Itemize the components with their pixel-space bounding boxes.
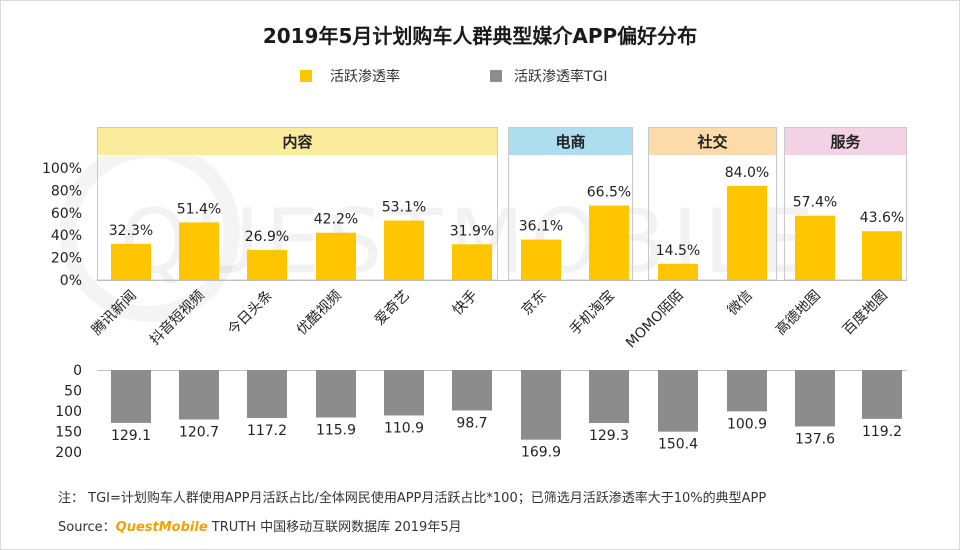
penetration-value-label: 42.2% xyxy=(314,212,358,228)
tgi-value-label: 120.7 xyxy=(179,424,219,440)
penetration-value-label: 14.5% xyxy=(656,243,700,259)
penetration-bar xyxy=(111,243,151,280)
penetration-value-label: 66.5% xyxy=(587,185,631,201)
top-axis-tick-label: 20% xyxy=(51,251,82,267)
legend-label-2: 活跃渗透率TGI xyxy=(514,68,608,85)
category-label: 手机淘宝 xyxy=(567,288,618,339)
tgi-value-label: 129.3 xyxy=(589,428,629,444)
group-label-3: 社交 xyxy=(696,133,727,151)
penetration-value-label: 53.1% xyxy=(382,200,426,216)
footnote: 注： TGI=计划购车人群使用APP月活跃占比/全体网民使用APP月活跃占比*1… xyxy=(58,491,767,506)
chart-title: 2019年5月计划购车人群典型媒介APP偏好分布 xyxy=(262,24,698,48)
source-prefix: Source： xyxy=(58,520,116,535)
legend-swatch-2 xyxy=(490,70,502,82)
group-label-4: 服务 xyxy=(830,133,861,151)
penetration-value-label: 26.9% xyxy=(245,229,289,245)
penetration-bar xyxy=(727,185,767,280)
tgi-bar xyxy=(727,370,767,412)
source-brand: QuestMobile xyxy=(115,520,208,535)
penetration-bar xyxy=(179,222,219,280)
tgi-bar xyxy=(384,370,424,416)
top-axis-tick-label: 80% xyxy=(51,183,82,199)
legend-label-1: 活跃渗透率 xyxy=(330,68,400,85)
tgi-value-label: 100.9 xyxy=(727,416,767,432)
tgi-value-label: 117.2 xyxy=(247,423,287,439)
category-label: 高德地图 xyxy=(772,287,824,339)
top-axis-tick-label: 40% xyxy=(51,228,82,244)
bottom-axis-tick-label: 200 xyxy=(55,445,82,461)
penetration-value-label: 36.1% xyxy=(519,219,563,235)
penetration-bar xyxy=(589,205,629,280)
penetration-value-label: 84.0% xyxy=(725,165,769,181)
tgi-bar xyxy=(247,370,287,419)
tgi-bar xyxy=(179,370,219,420)
bottom-axis-tick-label: 100 xyxy=(55,404,82,420)
tgi-bar xyxy=(658,370,698,432)
penetration-bar xyxy=(521,239,561,280)
tgi-bar xyxy=(316,370,356,418)
source-line: Source：QuestMobile TRUTH 中国移动互联网数据库 2019… xyxy=(58,516,462,535)
top-axis-tick-label: 0% xyxy=(60,273,82,289)
tgi-bar xyxy=(795,370,835,427)
tgi-bar xyxy=(521,370,561,440)
penetration-bar xyxy=(247,249,287,280)
penetration-value-label: 43.6% xyxy=(860,210,904,226)
bottom-axis-tick-label: 0 xyxy=(73,363,82,379)
category-label: 今日头条 xyxy=(224,287,276,339)
penetration-bar xyxy=(658,263,698,280)
category-label: 百度地图 xyxy=(840,288,891,339)
category-label: 爱奇艺 xyxy=(371,287,413,329)
legend-swatch-1 xyxy=(300,70,312,82)
tgi-bar xyxy=(111,370,151,423)
bottom-axis-tick-label: 150 xyxy=(55,425,82,441)
tgi-value-label: 169.9 xyxy=(521,445,561,461)
tgi-value-label: 129.1 xyxy=(111,428,151,444)
tgi-value-label: 137.6 xyxy=(795,431,835,447)
penetration-value-label: 31.9% xyxy=(450,223,494,239)
group-header-3 xyxy=(648,127,777,155)
group-header-4 xyxy=(784,127,907,155)
category-label: 优酷视频 xyxy=(294,288,345,339)
tgi-bar xyxy=(862,370,902,419)
penetration-value-label: 51.4% xyxy=(177,201,221,217)
tgi-bar xyxy=(452,370,492,411)
tgi-value-label: 150.4 xyxy=(658,437,698,453)
tgi-value-label: 98.7 xyxy=(456,415,487,431)
penetration-bar xyxy=(862,231,902,280)
bottom-axis-tick-label: 50 xyxy=(64,384,82,400)
tgi-value-label: 110.9 xyxy=(384,420,424,436)
tgi-bar xyxy=(589,370,629,424)
tgi-value-label: 119.2 xyxy=(862,424,902,440)
top-axis-tick-label: 60% xyxy=(51,206,82,222)
group-header-1 xyxy=(97,127,498,155)
tgi-value-label: 115.9 xyxy=(316,423,356,439)
penetration-value-label: 32.3% xyxy=(109,223,153,239)
penetration-bar xyxy=(795,215,835,280)
penetration-bar xyxy=(452,244,492,280)
group-label-2: 电商 xyxy=(555,133,585,151)
group-label-1: 内容 xyxy=(282,133,312,151)
penetration-bar xyxy=(384,220,424,280)
category-label: MOMO陌陌 xyxy=(623,288,687,352)
penetration-value-label: 57.4% xyxy=(793,195,837,211)
source-text: TRUTH 中国移动互联网数据库 2019年5月 xyxy=(207,520,462,535)
top-axis-tick-label: 100% xyxy=(42,161,82,177)
penetration-bar xyxy=(316,232,356,280)
group-header-2 xyxy=(508,127,633,155)
